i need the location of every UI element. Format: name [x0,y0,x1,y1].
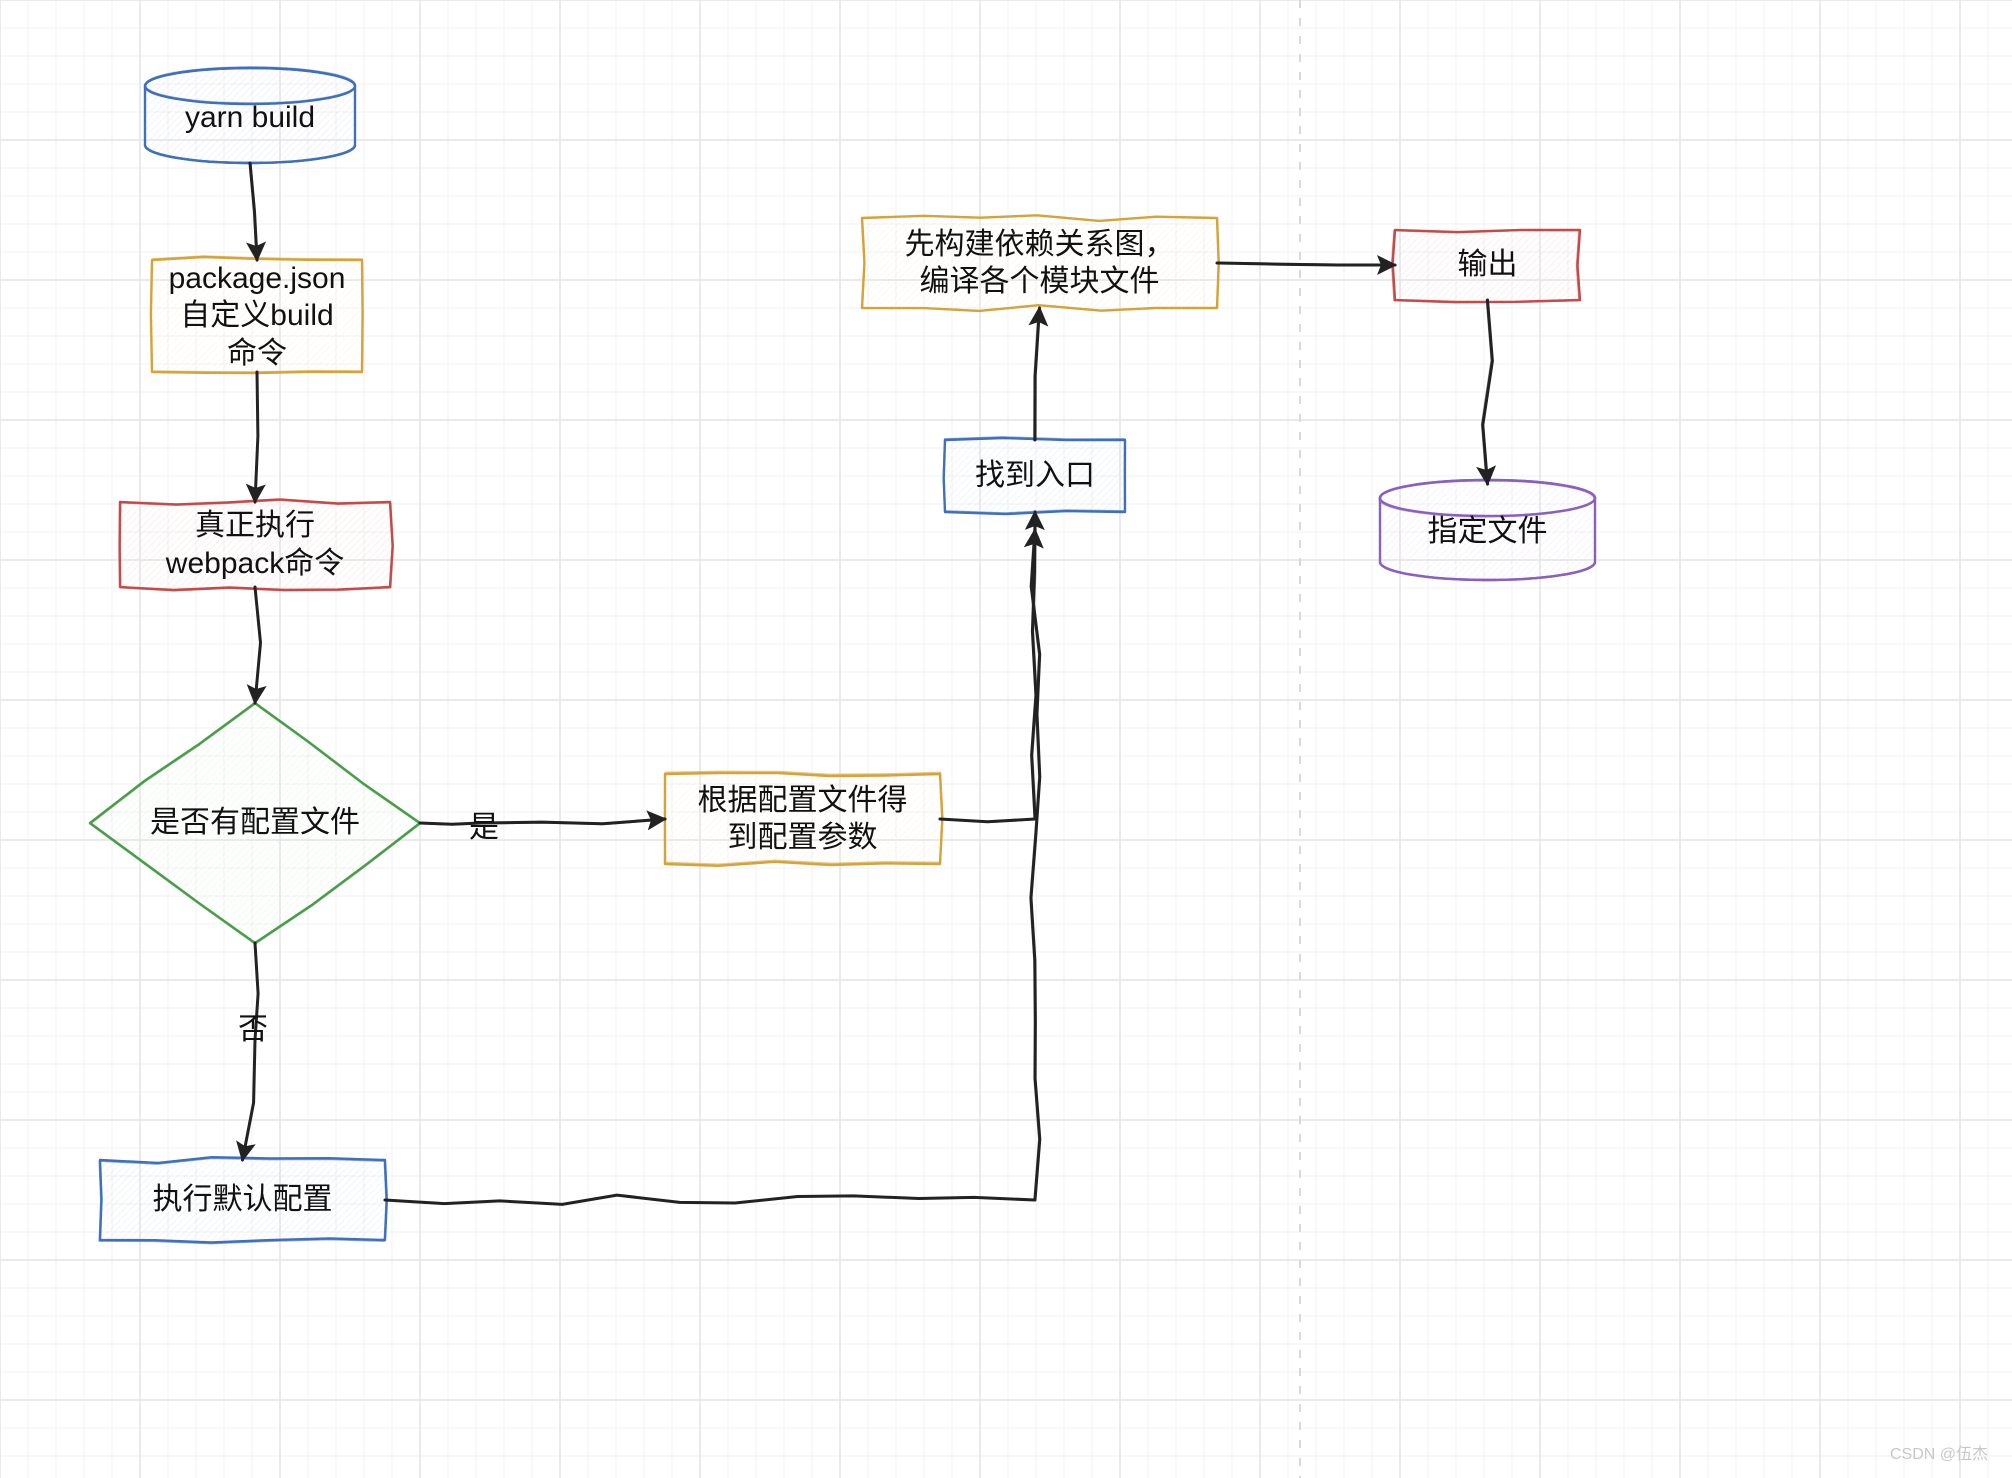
node-label-entry: 找到入口 [945,440,1125,512]
node-label-output: 输出 [1395,230,1580,300]
node-label-depgraph: 先构建依赖关系图， 编译各个模块文件 [862,218,1217,308]
flowchart-canvas: CSDN @伍杰 yarn build package.json 自定义build… [0,0,2012,1478]
node-label-file: 指定文件 [1380,492,1595,572]
node-label-pkg: package.json 自定义build 命令 [152,260,362,372]
node-label-byfile: 根据配置文件得 到配置参数 [665,774,940,864]
node-label-no: 否 [228,1010,278,1050]
node-label-yes: 是 [454,808,514,848]
node-label-cfg: 是否有配置文件 [90,803,420,843]
watermark: CSDN @伍杰 [1890,1440,1988,1464]
node-label-exec: 真正执行 webpack命令 [120,502,390,587]
node-label-default: 执行默认配置 [100,1160,385,1240]
node-label-yarn: yarn build [145,79,355,155]
